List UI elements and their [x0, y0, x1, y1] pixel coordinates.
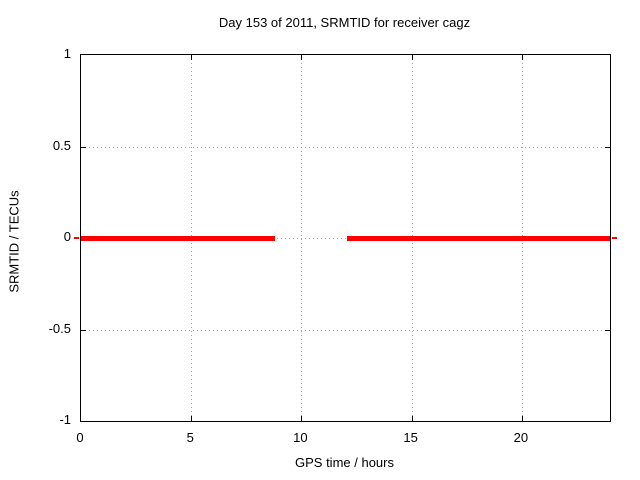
y-tick-label: -1	[59, 412, 71, 427]
x-tick-label: 20	[513, 430, 529, 445]
x-axis-label: GPS time / hours	[295, 455, 394, 470]
gridline-horizontal	[81, 146, 610, 148]
y-tick-label: 0	[63, 229, 71, 244]
y-tick-label: -0.5	[48, 320, 71, 336]
plot-area	[74, 54, 617, 422]
x-tick-mark-top	[191, 55, 193, 60]
data-line-cap-left	[74, 237, 79, 239]
x-tick-label: 15	[403, 430, 418, 445]
x-tick-mark-bottom	[521, 416, 523, 421]
x-tick-mark-top	[411, 55, 413, 60]
y-tick-mark-right	[605, 146, 610, 148]
y-tick-label: 0.5	[52, 137, 71, 153]
data-line-cap-right	[612, 237, 617, 239]
chart-title: Day 153 of 2011, SRMTID for receiver cag…	[218, 15, 471, 30]
gridline-horizontal	[81, 238, 610, 239]
x-tick-mark-bottom	[301, 416, 303, 421]
x-tick-mark-bottom	[191, 416, 193, 421]
x-tick-label: 0	[76, 430, 84, 445]
x-tick-mark-top	[301, 55, 303, 60]
y-tick-mark-right	[605, 329, 610, 331]
x-tick-mark-top	[521, 55, 523, 60]
gridline-horizontal	[81, 329, 610, 331]
y-tick-label: 1	[63, 46, 71, 61]
x-tick-mark-bottom	[411, 416, 413, 421]
x-tick-label: 10	[293, 430, 308, 445]
data-line-segment	[81, 235, 275, 241]
data-line-segment	[346, 235, 610, 241]
x-tick-label: 5	[186, 430, 194, 445]
y-tick-mark-left	[81, 146, 86, 148]
y-tick-mark-left	[81, 329, 86, 331]
